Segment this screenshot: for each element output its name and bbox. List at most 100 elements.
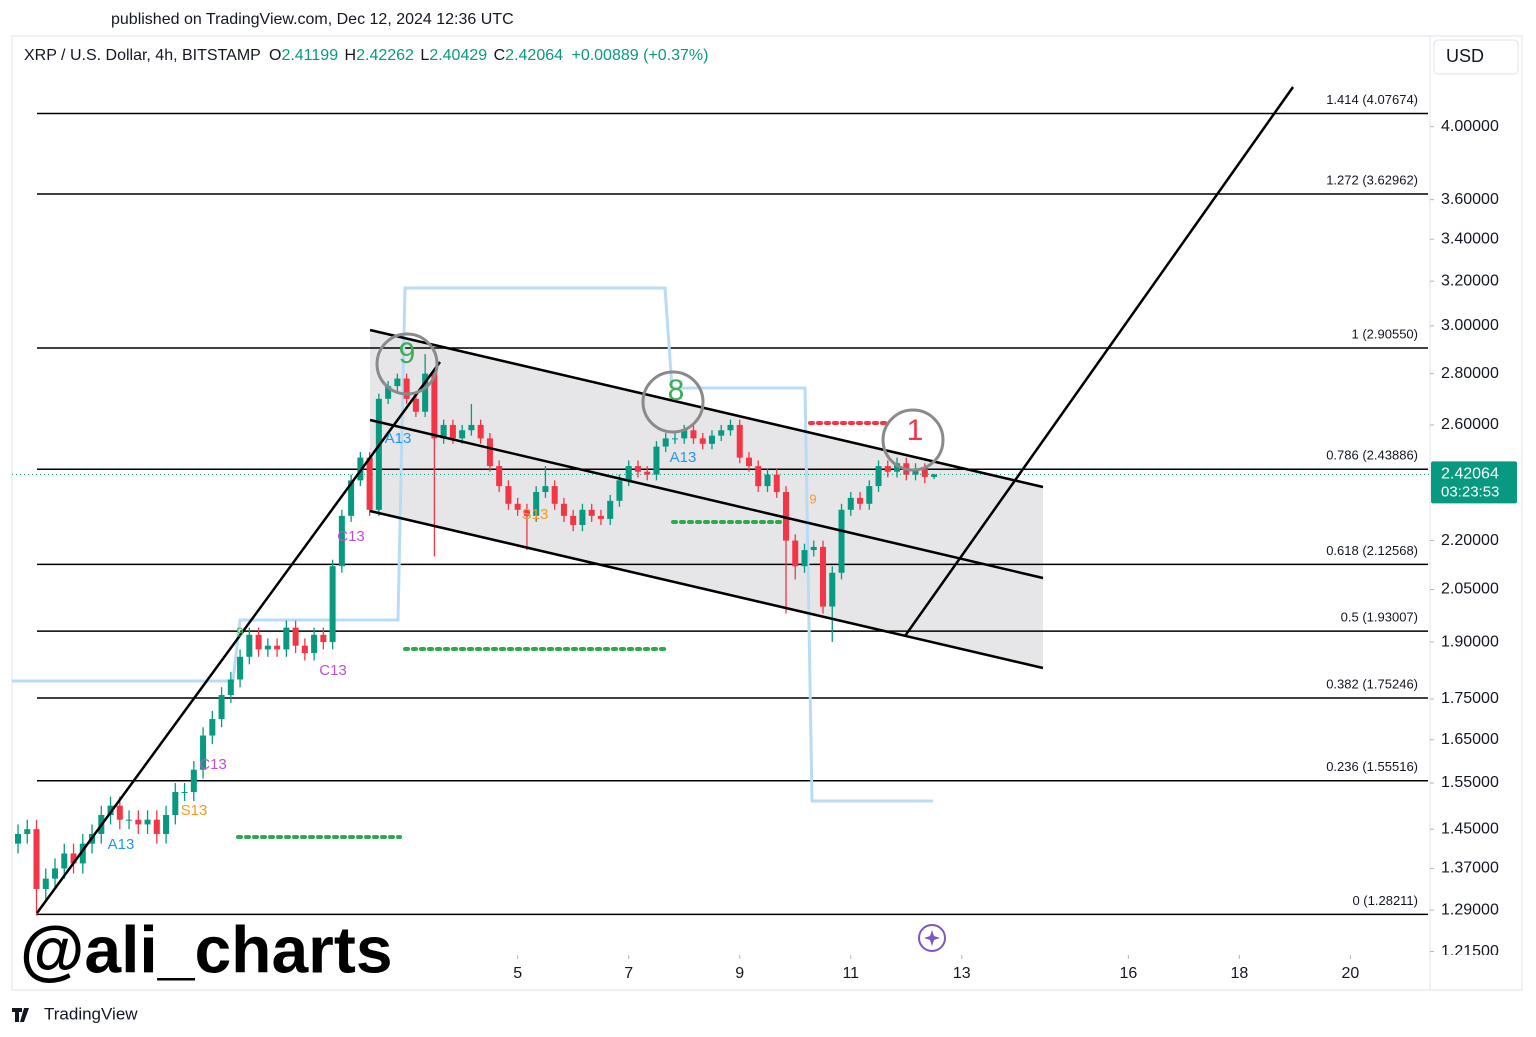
candle-body <box>579 509 586 526</box>
candle-body <box>144 819 151 825</box>
candle-body <box>486 438 493 467</box>
candle-body <box>653 446 660 475</box>
candle-body <box>237 656 244 680</box>
candle-body <box>820 546 827 607</box>
fib-group: 1.414 (4.07674) 1.272 (3.62962) 1 (2.90550… <box>37 92 1428 916</box>
candle-body <box>15 833 22 844</box>
circle <box>375 332 439 396</box>
candle-body <box>708 435 715 444</box>
candle-body <box>755 466 762 487</box>
circle <box>641 370 705 434</box>
candle-body <box>588 509 595 516</box>
axes: 4.00000 3.60000 3.40000 3.20000 3.00000 2.800… <box>513 118 1517 982</box>
y-tick-label: 1.65000 <box>1441 731 1499 748</box>
candle-body <box>329 566 336 643</box>
candle-body <box>477 424 484 439</box>
candle-body <box>625 466 632 481</box>
candle-body <box>894 463 901 472</box>
candle-body <box>912 468 919 475</box>
candle-body <box>79 843 86 864</box>
y-tick-label: 3.60000 <box>1441 191 1499 208</box>
fib-label: 1.272 (3.62962) <box>1326 172 1418 187</box>
trendline <box>35 361 442 914</box>
ohlc-value: 2.42262 <box>356 47 414 64</box>
legend-header: XRP / U.S. Dollar, 4h, BITSTAMP O2.41199… <box>24 47 708 64</box>
fib-label: 0 (1.28211) <box>1352 893 1418 908</box>
candle-body <box>163 814 170 834</box>
ohlc-letter: L <box>420 47 429 64</box>
ohlc-value: 2.42064 <box>505 47 563 64</box>
candle-body <box>884 466 891 472</box>
price-tag-value: 2.42064 <box>1441 466 1499 483</box>
candle-body <box>782 491 790 541</box>
currency[interactable]: USD <box>1446 46 1484 66</box>
td-label: S13 <box>522 506 549 523</box>
candle-body <box>523 509 530 516</box>
y-tick-label: 1.55000 <box>1441 774 1499 791</box>
y-tick-label: 2.60000 <box>1441 416 1499 433</box>
candle-body <box>403 378 410 399</box>
candle-body <box>274 645 281 650</box>
td-count: 8 <box>668 374 685 407</box>
ohlc-letter: C <box>494 47 506 64</box>
td-label: C13 <box>199 756 227 773</box>
td-label: 9 <box>236 624 243 639</box>
candle-body <box>866 486 873 504</box>
candle-body <box>847 497 854 510</box>
candle-body <box>311 634 318 654</box>
candle-body <box>348 480 355 516</box>
symbol: XRP / U.S. Dollar, 4h, BITSTAMP <box>24 47 261 64</box>
fib-label: 0.618 (2.12568) <box>1326 543 1418 558</box>
candle-body <box>385 386 392 399</box>
candle-body <box>264 645 271 650</box>
y-tick-label: 4.00000 <box>1441 118 1499 135</box>
candle-body <box>514 503 521 510</box>
highlight-circles <box>375 332 945 472</box>
y-tick-label: 3.00000 <box>1441 317 1499 334</box>
td-count: 9 <box>399 337 416 370</box>
td-label: A13 <box>385 430 412 447</box>
axis-mask <box>1431 955 1521 969</box>
candle-body <box>52 868 59 879</box>
candle-body <box>190 769 197 792</box>
td-label: A13 <box>670 449 697 466</box>
candle-body <box>616 480 623 501</box>
y-tick-label: 2.20000 <box>1441 532 1499 549</box>
candle-body <box>560 503 567 516</box>
candles <box>15 354 938 916</box>
candle-body <box>283 627 290 650</box>
td-label: C13 <box>337 528 365 545</box>
candle-body <box>773 474 780 492</box>
y-tick-label: 1.29000 <box>1441 901 1499 918</box>
candle-body <box>320 634 327 643</box>
candle-body <box>394 378 401 387</box>
price-tag <box>1431 461 1517 504</box>
candle-body <box>801 550 808 567</box>
y-tick-label: 3.40000 <box>1441 230 1499 247</box>
currency-button[interactable] <box>1433 39 1519 75</box>
candle-body <box>301 645 308 654</box>
y-tick-label: 2.05000 <box>1441 581 1499 598</box>
candle-body <box>505 486 512 504</box>
candle-body <box>42 878 49 889</box>
x-tick-label: 18 <box>1230 965 1248 982</box>
candle-body <box>431 373 438 439</box>
candle-body <box>792 540 799 567</box>
candle-body <box>644 471 651 475</box>
candle-body <box>375 398 382 510</box>
td-label: S13 <box>181 802 208 819</box>
candle-body <box>449 424 456 439</box>
candle-body <box>681 430 688 439</box>
candle-body <box>875 466 882 487</box>
candle-body <box>542 486 549 492</box>
candle-body <box>810 546 817 551</box>
tv-logo <box>12 1008 29 1022</box>
candle-body <box>745 457 752 467</box>
candle-body <box>153 819 160 834</box>
candle-body <box>468 424 475 431</box>
td-label: 9 <box>809 491 816 506</box>
candle-body <box>33 829 40 889</box>
published-note: published on TradingView.com, Dec 12, 20… <box>111 11 514 28</box>
step-line <box>12 286 933 803</box>
event-star <box>924 930 940 946</box>
